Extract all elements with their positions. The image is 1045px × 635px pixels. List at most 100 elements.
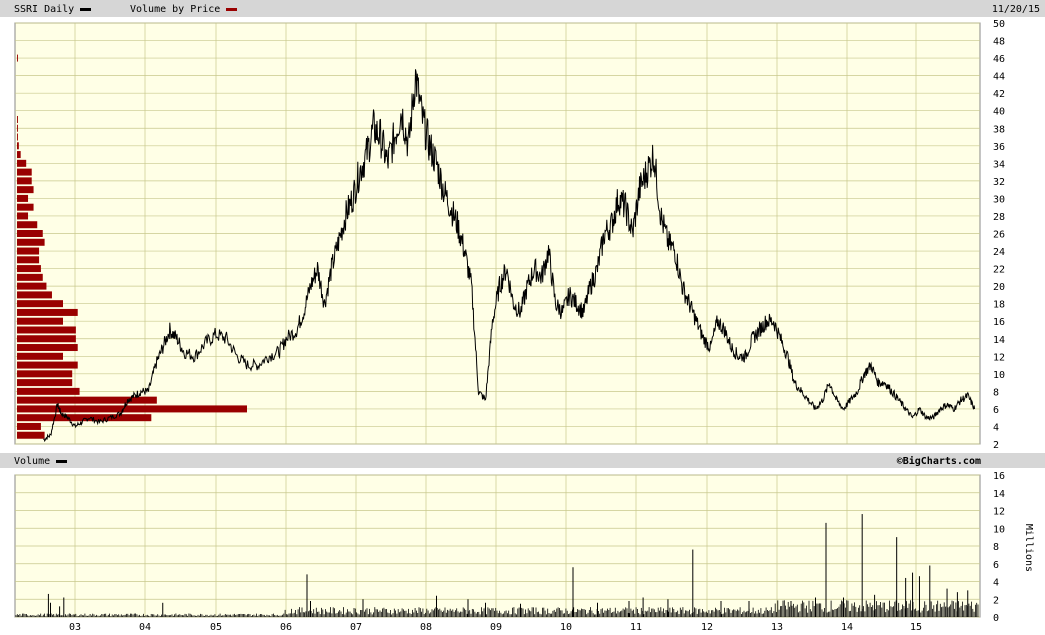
- vbp-bar: [17, 282, 47, 290]
- price-tick-label: 18: [993, 300, 1005, 311]
- volume-tick-label: 16: [993, 471, 1005, 482]
- vbp-bar: [17, 54, 18, 62]
- vbp-bar: [17, 159, 27, 167]
- price-tick-label: 2: [993, 440, 999, 451]
- price-tick-label: 26: [993, 230, 1005, 241]
- price-tick-label: 12: [993, 352, 1005, 363]
- year-tick-label: 13: [771, 622, 783, 633]
- vbp-bar: [17, 326, 76, 334]
- vbp-bar: [17, 335, 76, 343]
- price-tick-label: 28: [993, 212, 1005, 223]
- volume-axis: 0 2 4 6 8 10 12 14 16: [993, 471, 1005, 624]
- volume-legend-swatch: [56, 460, 67, 463]
- x-axis: 03 04 05 06 07 08 09 10 11 12 13 14 15: [69, 622, 922, 633]
- year-tick-label: 07: [350, 622, 362, 633]
- price-tick-label: 16: [993, 317, 1005, 328]
- volume-tick-label: 6: [993, 560, 999, 571]
- price-tick-label: 30: [993, 194, 1005, 205]
- volume-by-price-bars: [17, 54, 247, 439]
- vbp-bar: [17, 361, 78, 369]
- vbp-bar: [17, 203, 34, 211]
- price-tick-label: 36: [993, 142, 1005, 153]
- vbp-bar: [17, 352, 63, 360]
- volume-tick-label: 4: [993, 578, 999, 589]
- vbp-bar: [17, 186, 34, 194]
- year-tick-label: 12: [701, 622, 713, 633]
- year-tick-label: 04: [139, 622, 151, 633]
- price-line: [43, 69, 976, 443]
- volume-title: Volume: [14, 456, 50, 467]
- header-bar: [0, 0, 1045, 17]
- price-tick-label: 4: [993, 422, 999, 433]
- vbp-bar: [17, 422, 41, 430]
- vbp-legend-label: Volume by Price: [130, 4, 220, 15]
- vbp-bar: [17, 124, 18, 132]
- vbp-bar: [17, 300, 63, 308]
- vbp-bar: [17, 273, 43, 281]
- price-legend-swatch: [80, 8, 91, 11]
- price-tick-label: 32: [993, 177, 1005, 188]
- price-tick-label: 44: [993, 72, 1005, 83]
- vbp-bar: [17, 265, 41, 273]
- vbp-bar: [17, 317, 63, 325]
- vbp-bar: [17, 344, 78, 352]
- year-tick-label: 08: [420, 622, 432, 633]
- vbp-bar: [17, 238, 45, 246]
- price-tick-label: 40: [993, 107, 1005, 118]
- volume-tick-label: 2: [993, 595, 999, 606]
- vbp-bar: [17, 396, 157, 404]
- year-tick-label: 11: [630, 622, 642, 633]
- volume-grid: [15, 474, 980, 618]
- vbp-bar: [17, 387, 80, 395]
- vbp-bar: [17, 151, 21, 159]
- price-axis: 2468101214161820222426283032343638404244…: [993, 19, 1005, 451]
- year-tick-label: 09: [490, 622, 502, 633]
- vbp-bar: [17, 168, 32, 176]
- vbp-bar: [17, 308, 78, 316]
- chart-title: SSRI Daily: [14, 4, 74, 15]
- price-tick-label: 24: [993, 247, 1005, 258]
- price-tick-label: 38: [993, 124, 1005, 135]
- vbp-bar: [17, 256, 40, 264]
- volume-tick-label: 10: [993, 524, 1005, 535]
- year-tick-label: 14: [841, 622, 853, 633]
- vbp-bar: [17, 115, 18, 123]
- vbp-bar: [17, 212, 29, 220]
- year-tick-label: 05: [210, 622, 222, 633]
- chart-date: 11/20/15: [992, 4, 1040, 15]
- vbp-bar: [17, 194, 29, 202]
- volume-bars: [15, 514, 979, 617]
- vbp-bar: [17, 414, 152, 422]
- price-tick-label: 8: [993, 387, 999, 398]
- volume-tick-label: 0: [993, 613, 999, 624]
- price-series: [43, 69, 976, 443]
- vbp-bar: [17, 431, 45, 439]
- price-tick-label: 14: [993, 335, 1005, 346]
- volume-tick-label: 12: [993, 507, 1005, 518]
- price-tick-label: 22: [993, 265, 1005, 276]
- price-tick-label: 6: [993, 405, 999, 416]
- price-tick-label: 42: [993, 89, 1005, 100]
- vbp-bar: [17, 142, 19, 150]
- price-tick-label: 20: [993, 282, 1005, 293]
- vbp-bar: [17, 177, 32, 185]
- volume-tick-label: 14: [993, 489, 1005, 500]
- vbp-bar: [17, 370, 73, 378]
- vbp-legend-swatch: [226, 8, 237, 11]
- vbp-bar: [17, 133, 18, 141]
- price-grid: [15, 22, 980, 445]
- vbp-bar: [17, 291, 52, 299]
- volume-tick-label: 8: [993, 542, 999, 553]
- vbp-bar: [17, 405, 247, 413]
- year-tick-label: 15: [910, 622, 922, 633]
- price-tick-label: 48: [993, 37, 1005, 48]
- price-tick-label: 34: [993, 159, 1005, 170]
- price-tick-label: 10: [993, 370, 1005, 381]
- volume-ylabel: Millions: [1023, 524, 1034, 572]
- price-tick-label: 46: [993, 54, 1005, 65]
- vbp-bar: [17, 247, 40, 255]
- year-tick-label: 06: [280, 622, 292, 633]
- year-tick-label: 03: [69, 622, 81, 633]
